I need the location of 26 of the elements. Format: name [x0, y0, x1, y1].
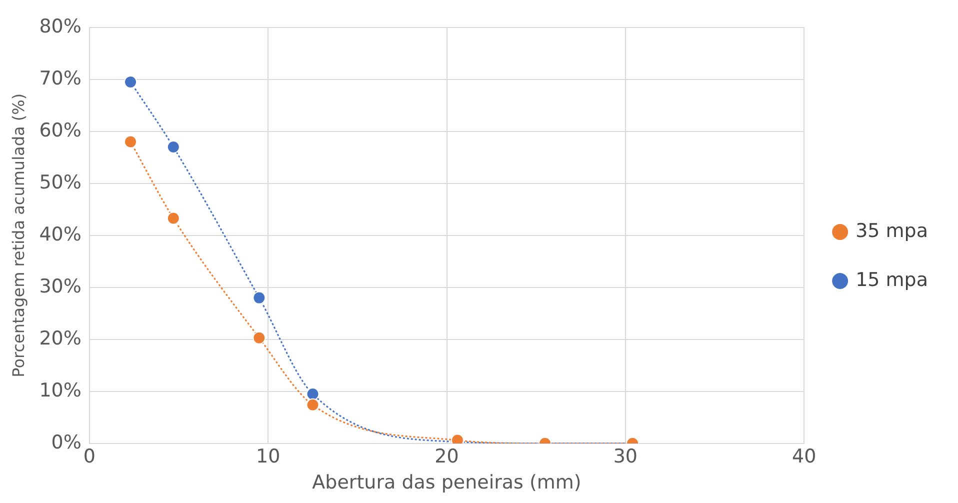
y-tick-label: 80% — [39, 15, 82, 38]
y-tick-label: 60% — [39, 119, 82, 142]
point — [166, 212, 180, 225]
x-tick-label: 20 — [434, 446, 459, 468]
y-tick-label: 70% — [39, 67, 82, 90]
point — [306, 388, 320, 400]
point — [124, 135, 138, 148]
x-axis-title: Abertura das peneiras (mm) — [312, 472, 582, 494]
y-axis-title: Porcentagem retida acumulada (%) — [8, 93, 28, 378]
y-tick-label: 0% — [51, 431, 82, 454]
point — [252, 331, 266, 344]
x-tick-label: 40 — [792, 446, 816, 468]
x-tick-label: 0 — [83, 446, 96, 468]
point — [306, 398, 320, 412]
legend-label: 35 mpa — [856, 220, 928, 242]
x-tick-label: 30 — [613, 446, 638, 468]
y-tick-label: 10% — [39, 379, 82, 402]
point — [166, 140, 180, 154]
point — [252, 291, 266, 304]
y-tick-label: 30% — [39, 275, 82, 298]
y-tick-label: 50% — [39, 171, 82, 194]
y-tick-label: 20% — [39, 327, 82, 350]
point — [124, 76, 138, 88]
legend-label: 15 mpa — [856, 268, 928, 291]
y-tick-label: 40% — [39, 223, 82, 246]
x-tick-label: 10 — [256, 446, 280, 468]
